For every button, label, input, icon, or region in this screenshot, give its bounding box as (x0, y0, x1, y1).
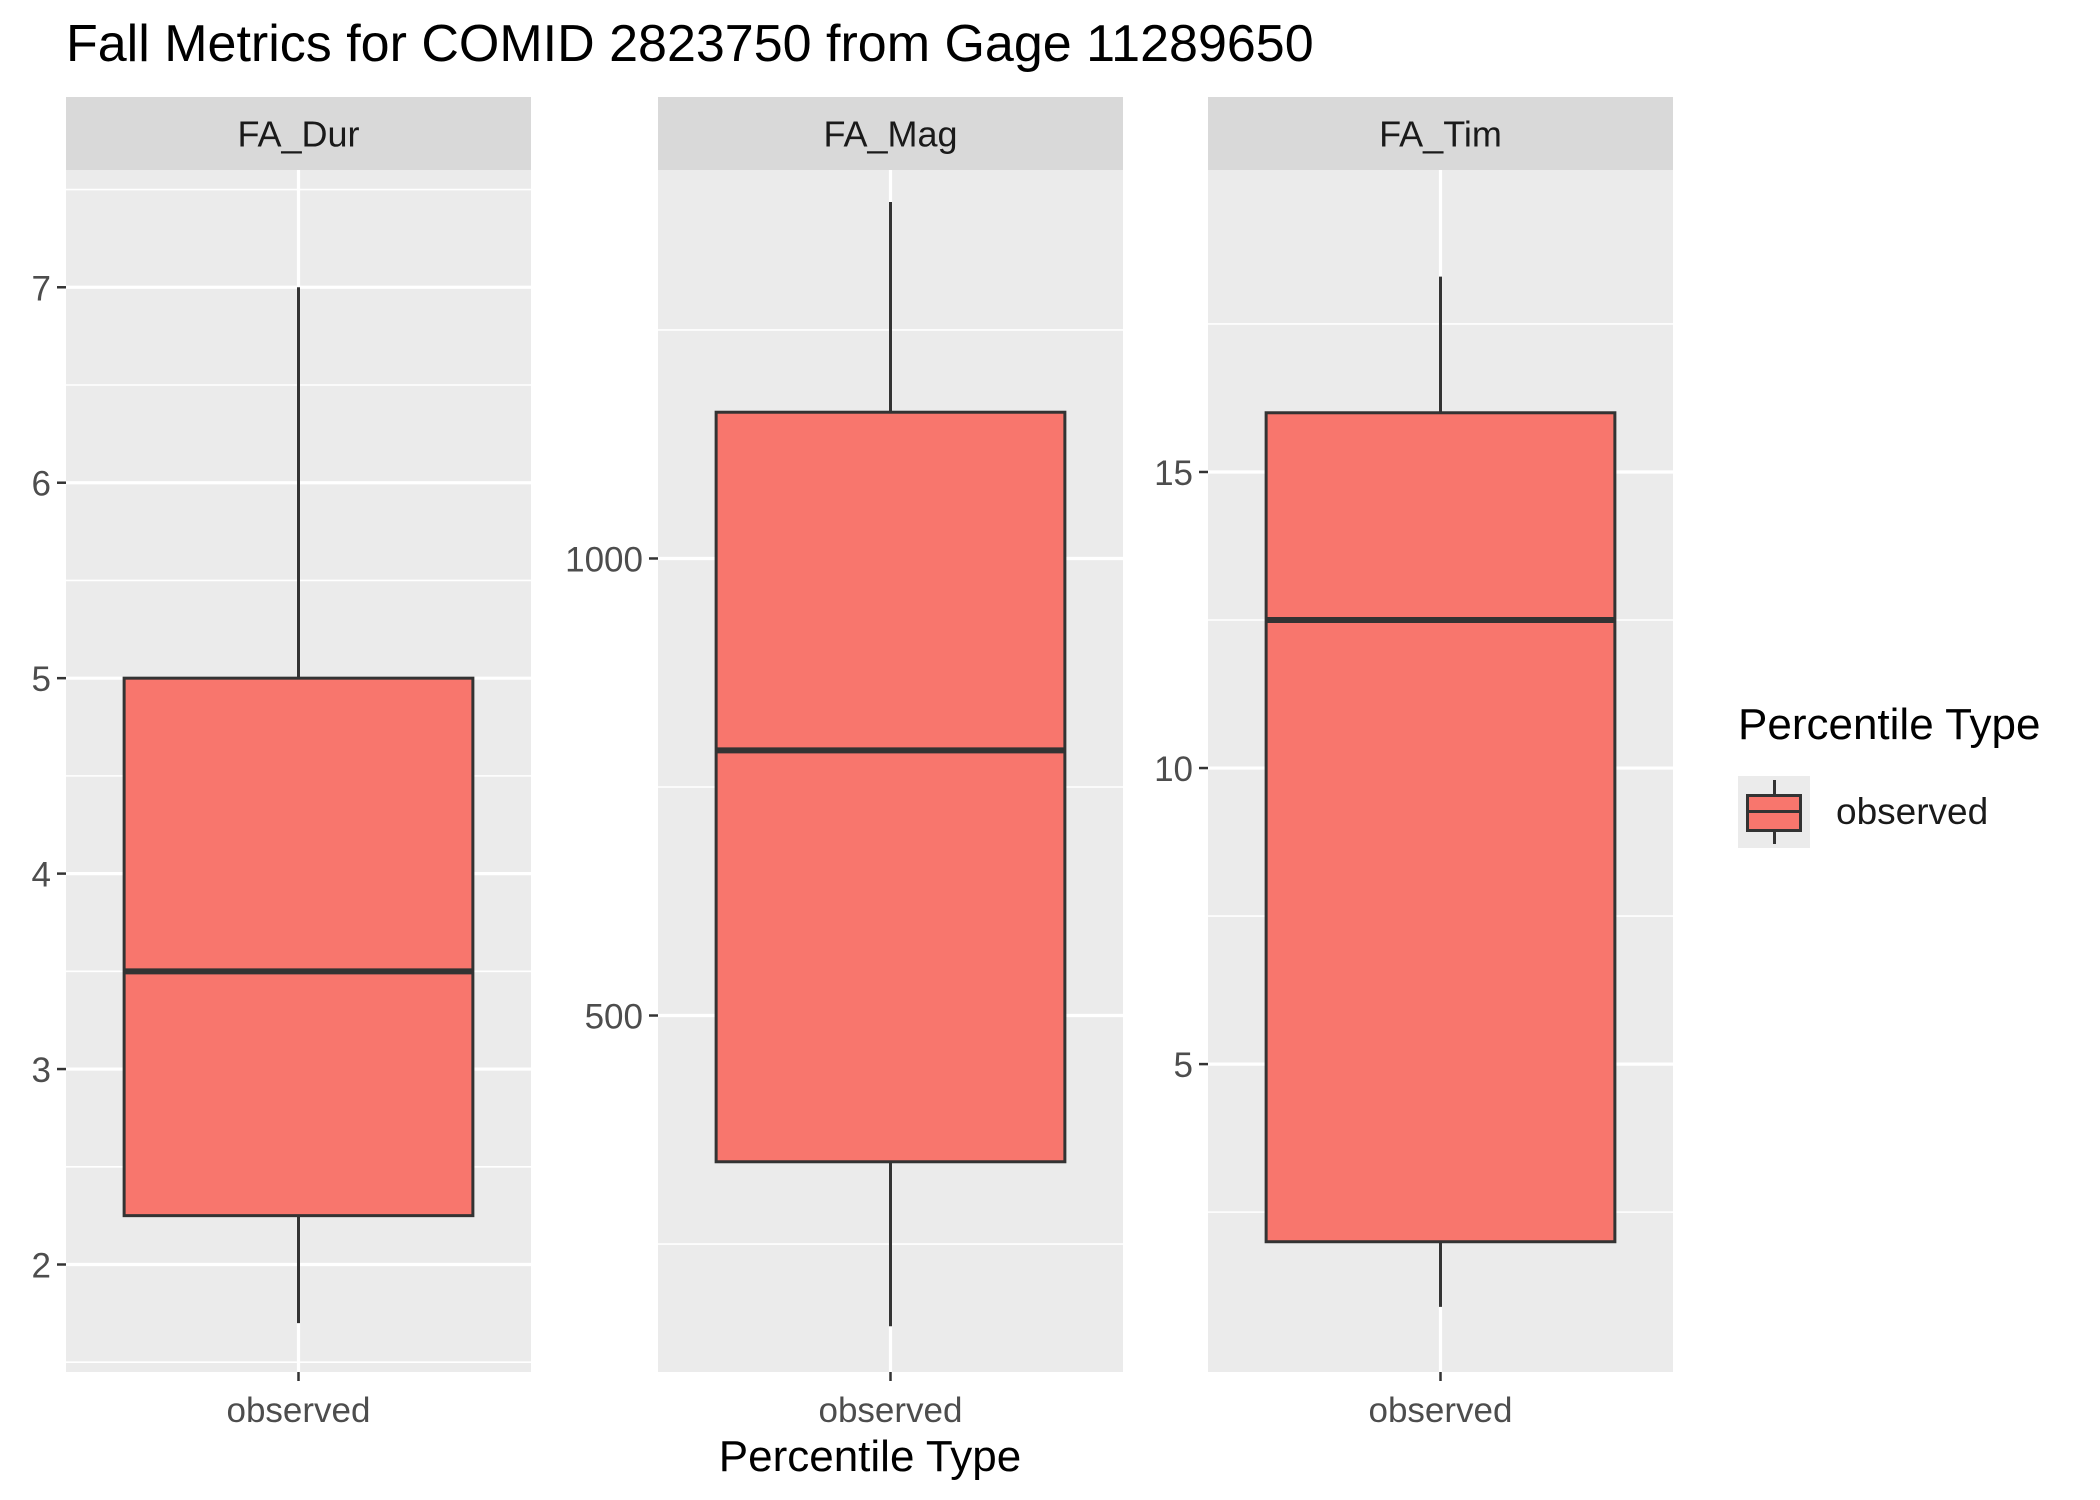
legend-item-observed: observed (1738, 776, 2040, 848)
box-iqr (122, 676, 475, 1218)
x-tick-label: observed (819, 1391, 963, 1430)
facet-FA_Dur: FA_Dur 2 3 4 5 6 7 observed (32, 97, 531, 1430)
y-tick-label: 3 (32, 1051, 51, 1090)
box-iqr (714, 410, 1067, 1164)
boxplot-observed (714, 201, 1067, 1327)
x-axis-title: Percentile Type (718, 1432, 1022, 1481)
legend-title: Percentile Type (1738, 700, 2041, 749)
x-tick-label: observed (227, 1391, 371, 1430)
facet-strip-label: FA_Tim (1379, 114, 1502, 155)
y-tick-label: 7 (32, 269, 51, 308)
chart-title: Fall Metrics for COMID 2823750 from Gage… (66, 15, 1314, 73)
y-tick-label: 500 (585, 998, 643, 1037)
legend-item-label: observed (1836, 791, 1989, 832)
y-tick-label: 15 (1154, 454, 1193, 493)
boxplot-observed (122, 287, 475, 1324)
facet-strip (1208, 97, 1673, 170)
y-tick-label: 6 (32, 465, 51, 504)
facet-strip-label: FA_Dur (237, 114, 359, 155)
boxplot-observed (1264, 276, 1617, 1307)
y-tick-label: 2 (32, 1247, 51, 1286)
facet-strip-label: FA_Mag (823, 114, 957, 155)
facet-strip (658, 97, 1123, 170)
box-iqr (1264, 411, 1617, 1244)
y-tick-label: 1000 (565, 540, 643, 579)
y-tick-label: 5 (32, 660, 51, 699)
y-tick-label: 4 (32, 856, 51, 895)
legend: Percentile Type observed (1738, 700, 2040, 848)
legend-swatch-boxplot-icon (1738, 776, 1810, 848)
y-tick-label: 5 (1174, 1046, 1193, 1085)
facet-FA_Tim: FA_Tim 5 10 15 observed (1154, 97, 1673, 1430)
y-tick-label: 10 (1154, 750, 1193, 789)
facet-strip (66, 97, 531, 170)
x-tick-label: observed (1369, 1391, 1513, 1430)
facet-FA_Mag: FA_Mag 500 1000 observed (565, 97, 1123, 1430)
